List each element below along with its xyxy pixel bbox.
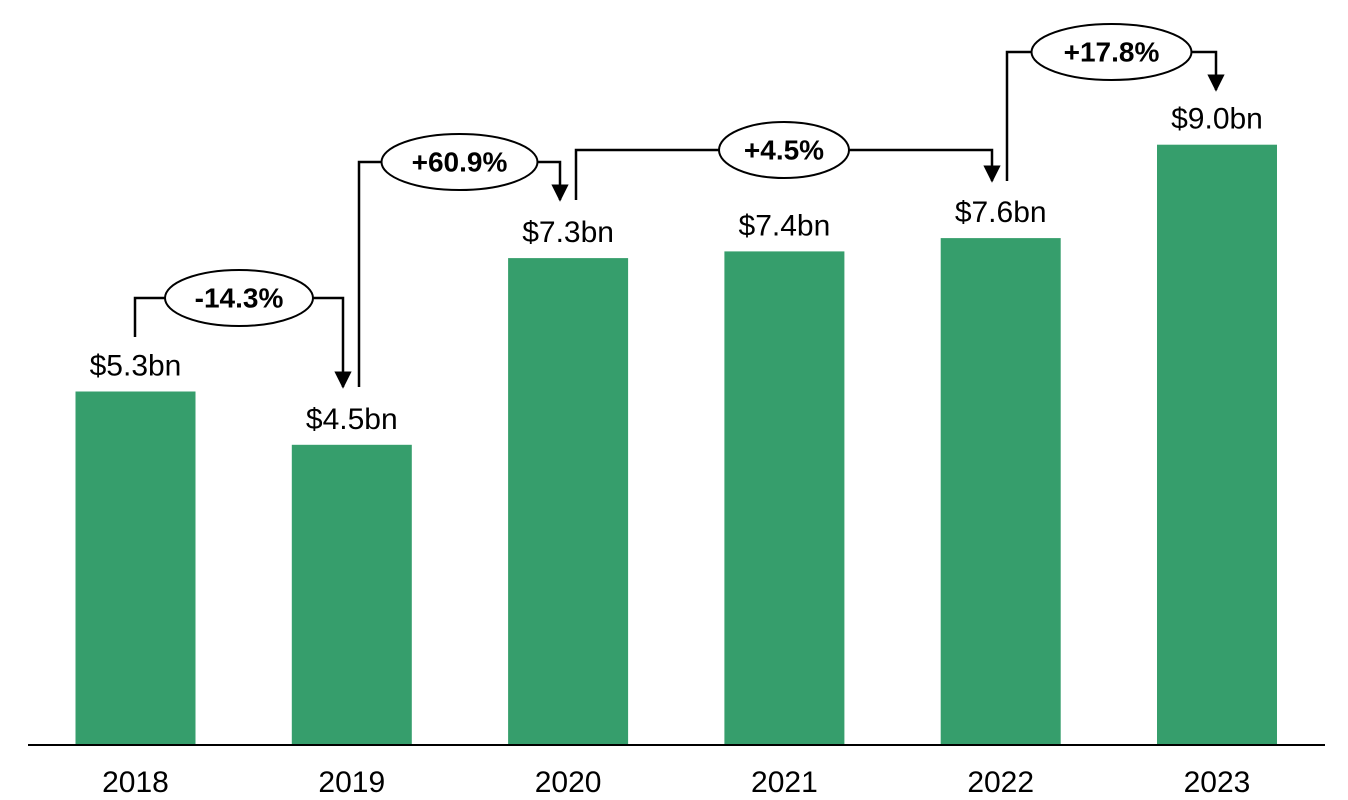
growth-label: +4.5% [744, 135, 824, 166]
value-label-2022: $7.6bn [955, 196, 1047, 229]
growth-label: -14.3% [195, 283, 284, 314]
tick-labels-layer: 2018 2019 2020 2021 2022 2023 [102, 766, 1250, 799]
bar-2022 [940, 238, 1061, 745]
bar-2023 [1157, 144, 1277, 745]
value-label-2018: $5.3bn [90, 350, 182, 383]
growth-bubble [380, 133, 539, 191]
bar-2019 [291, 444, 412, 745]
x-tick-label-2023: 2023 [1184, 766, 1251, 799]
growth-bubble [718, 121, 850, 179]
annotations-layer: -14.3% +60.9% +4.5% +17.8% [133, 23, 1225, 389]
growth-bubble [1030, 23, 1193, 81]
value-labels-layer: $5.3bn $4.5bn $7.3bn $7.4bn $7.6bn $9.0bn [90, 103, 1263, 436]
value-label-2023: $9.0bn [1171, 103, 1263, 136]
bars-layer [75, 144, 1277, 745]
growth-annotation-2020-2022: +4.5% [574, 121, 1001, 200]
growth-annotation-2019-2020: +60.9% [357, 133, 569, 387]
value-label-2019: $4.5bn [306, 403, 398, 436]
x-tick-label-2018: 2018 [102, 766, 169, 799]
value-label-2020: $7.3bn [522, 216, 614, 249]
bar-2018 [75, 391, 196, 745]
x-tick-label-2020: 2020 [535, 766, 602, 799]
growth-label: +17.8% [1064, 37, 1160, 68]
growth-annotation-2022-2023: +17.8% [1005, 23, 1225, 181]
bar-2020 [508, 258, 629, 745]
growth-bubble [164, 269, 314, 327]
growth-label: +60.9% [412, 147, 508, 178]
x-tick-label-2019: 2019 [318, 766, 385, 799]
value-label-2021: $7.4bn [739, 209, 831, 242]
growth-annotation-2018-2019: -14.3% [133, 269, 352, 389]
x-tick-label-2022: 2022 [967, 766, 1034, 799]
x-tick-label-2021: 2021 [751, 766, 818, 799]
bar-2021 [724, 251, 845, 745]
